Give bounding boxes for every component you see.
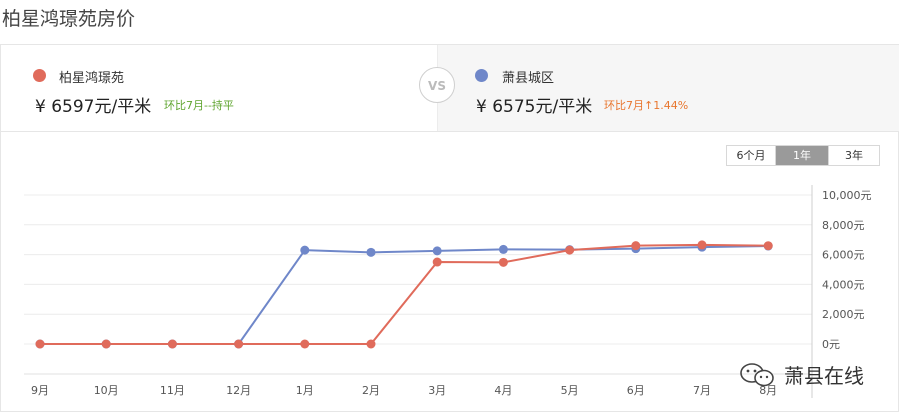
series-dot-left xyxy=(33,69,46,82)
y-tick-label: 6,000元 xyxy=(822,249,865,262)
compare-left-trend: 环比7月--持平 xyxy=(164,99,234,112)
compare-right-trend: 环比7月↑1.44% xyxy=(604,99,689,112)
y-tick-label: 4,000元 xyxy=(822,278,865,291)
x-tick-label: 8月 xyxy=(759,384,777,397)
page-title: 柏星鸿璟苑房价 xyxy=(2,8,136,30)
x-tick-label: 10月 xyxy=(94,384,119,397)
y-tick-label: 8,000元 xyxy=(822,219,865,232)
compare-bar: 柏星鸿璟苑 ¥ 6597元/平米 环比7月--持平 萧县城区 ¥ 6575元/平… xyxy=(1,45,899,132)
range-1-year[interactable]: 1年 xyxy=(776,146,829,165)
range-selector: 6个月 1年 3年 xyxy=(726,145,880,166)
series-point xyxy=(300,339,310,349)
series-point xyxy=(366,247,376,257)
x-tick-label: 12月 xyxy=(226,384,251,397)
series-point xyxy=(498,257,508,267)
y-tick-label: 10,000元 xyxy=(822,189,872,202)
x-tick-label: 11月 xyxy=(160,384,185,397)
series-point xyxy=(234,339,244,349)
series-line xyxy=(40,245,769,345)
y-tick-label: 2,000元 xyxy=(822,308,865,321)
x-tick-label: 7月 xyxy=(693,384,711,397)
series-point xyxy=(432,257,442,267)
x-tick-label: 3月 xyxy=(428,384,446,397)
series-point xyxy=(498,244,508,254)
watermark-text: 萧县在线 xyxy=(784,364,864,388)
series-point xyxy=(366,339,376,349)
x-tick-label: 9月 xyxy=(31,384,49,397)
compare-right-name: 萧县城区 xyxy=(502,71,555,86)
x-tick-label: 4月 xyxy=(494,384,512,397)
series-dot-right xyxy=(475,69,488,82)
watermark: 萧县在线 xyxy=(738,360,864,389)
series-point xyxy=(300,245,310,255)
series-point xyxy=(167,339,177,349)
range-3-years[interactable]: 3年 xyxy=(829,146,879,165)
series-point xyxy=(101,339,111,349)
series-line xyxy=(40,243,769,345)
x-tick-label: 2月 xyxy=(362,384,380,397)
series-point xyxy=(697,240,707,250)
series-point xyxy=(631,241,641,251)
series-point xyxy=(565,245,575,255)
x-tick-label: 6月 xyxy=(627,384,645,397)
compare-right-price: ¥ 6575元/平米 xyxy=(476,97,593,117)
series-point xyxy=(763,241,773,251)
x-tick-label: 1月 xyxy=(296,384,314,397)
compare-left-price: ¥ 6597元/平米 xyxy=(35,97,152,117)
range-6-months[interactable]: 6个月 xyxy=(727,146,776,165)
price-panel: 柏星鸿璟苑 ¥ 6597元/平米 环比7月--持平 萧县城区 ¥ 6575元/平… xyxy=(0,44,899,412)
series-point xyxy=(432,246,442,256)
series-point xyxy=(35,339,45,349)
x-tick-label: 5月 xyxy=(561,384,579,397)
vs-badge: VS xyxy=(419,67,455,103)
wechat-icon xyxy=(740,362,774,386)
compare-right: 萧县城区 ¥ 6575元/平米 环比7月↑1.44% xyxy=(437,45,899,131)
y-tick-label: 0元 xyxy=(822,338,840,351)
compare-left: 柏星鸿璟苑 ¥ 6597元/平米 环比7月--持平 xyxy=(1,45,437,131)
compare-left-name: 柏星鸿璟苑 xyxy=(59,71,125,86)
